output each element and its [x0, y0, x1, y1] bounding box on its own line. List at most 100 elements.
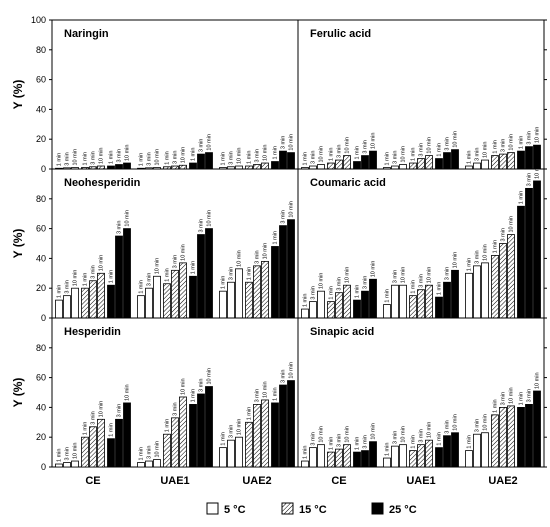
x-group-label: UAE2	[488, 475, 517, 487]
bar	[435, 447, 443, 468]
bar-time-label: 1 min	[437, 143, 443, 156]
bar	[481, 432, 489, 468]
bar-time-label: 10 min	[73, 149, 79, 166]
bar-time-label: 1 min	[165, 419, 171, 432]
bar-time-label: 3 min	[281, 370, 287, 383]
bar-time-label: 1 min	[273, 146, 279, 159]
bar-time-label: 10 min	[237, 148, 243, 165]
bar	[137, 295, 145, 319]
bar	[55, 463, 63, 468]
bar	[391, 284, 399, 319]
bar-time-label: 10 min	[155, 258, 161, 275]
bar	[107, 438, 115, 468]
bar-time-label: 1 min	[83, 273, 89, 286]
bar-time-label: 3 min	[419, 429, 425, 442]
bar	[123, 228, 131, 319]
bar-time-label: 1 min	[519, 392, 525, 405]
bar-time-label: 3 min	[255, 250, 261, 263]
bar-time-label: 1 min	[109, 270, 115, 283]
bar-time-label: 3 min	[117, 221, 123, 234]
bar-time-label: 10 min	[125, 210, 131, 227]
bar	[171, 417, 179, 468]
bar	[235, 268, 243, 319]
bar	[343, 284, 351, 319]
bar	[63, 462, 71, 468]
bar	[219, 290, 227, 319]
bar-time-label: 3 min	[117, 404, 123, 417]
bar-time-label: 1 min	[83, 152, 89, 165]
y-tick-label: 80	[36, 194, 46, 204]
bar-time-label: 1 min	[303, 294, 309, 307]
legend-swatch	[206, 502, 219, 515]
bar-time-label: 1 min	[411, 148, 417, 161]
bar-time-label: 1 min	[57, 285, 63, 298]
bar	[271, 161, 279, 170]
bar-time-label: 3 min	[65, 280, 71, 293]
bar	[507, 405, 515, 468]
bar	[425, 284, 433, 319]
bar-time-label: 1 min	[139, 280, 145, 293]
bar-time-label: 3 min	[91, 265, 97, 278]
bar-time-label: 10 min	[401, 267, 407, 284]
bar-time-label: 3 min	[393, 270, 399, 283]
bar	[517, 205, 525, 319]
bar	[451, 432, 459, 468]
bar-time-label: 3 min	[501, 228, 507, 241]
bar	[227, 281, 235, 319]
panel-title: Ferulic acid	[310, 28, 371, 40]
bar-time-label: 1 min	[411, 280, 417, 293]
bar-time-label: 3 min	[173, 151, 179, 164]
bar-time-label: 3 min	[65, 447, 71, 460]
bar-time-label: 1 min	[303, 446, 309, 459]
bar	[499, 153, 507, 170]
bar	[287, 152, 295, 170]
bar	[425, 155, 433, 170]
bar-time-label: 1 min	[221, 152, 227, 165]
bar-time-label: 10 min	[99, 148, 105, 165]
bar-time-label: 3 min	[501, 392, 507, 405]
bar-time-label: 1 min	[273, 387, 279, 400]
bar-time-label: 1 min	[329, 437, 335, 450]
bar	[481, 262, 489, 319]
bar-time-label: 10 min	[237, 250, 243, 267]
bar	[383, 304, 391, 319]
y-tick-label: 0	[41, 313, 46, 323]
panel-title: Coumaric acid	[310, 177, 386, 189]
bar-time-label: 3 min	[311, 151, 317, 164]
bar	[517, 406, 525, 468]
bar-time-label: 10 min	[453, 252, 459, 269]
bar	[253, 164, 261, 170]
bar	[137, 462, 145, 468]
bar-time-label: 1 min	[493, 240, 499, 253]
bar-time-label: 3 min	[173, 402, 179, 415]
bar-time-label: 10 min	[289, 201, 295, 218]
bar-time-label: 3 min	[393, 431, 399, 444]
bar	[369, 278, 377, 319]
bar-time-label: 10 min	[99, 401, 105, 418]
bar	[327, 301, 335, 319]
bar-time-label: 1 min	[165, 151, 171, 164]
bar-time-label: 3 min	[91, 411, 97, 424]
bar	[353, 161, 361, 170]
bar-time-label: 1 min	[247, 407, 253, 420]
x-group-label: CE	[85, 475, 100, 487]
bar-time-label: 10 min	[181, 244, 187, 261]
bar	[271, 246, 279, 319]
bar-time-label: 3 min	[475, 148, 481, 161]
bar	[491, 414, 499, 468]
bar	[81, 287, 89, 319]
panel-title: Neohesperidin	[64, 177, 141, 189]
bar-time-label: 3 min	[311, 286, 317, 299]
bar	[235, 436, 243, 468]
bar-time-label: 10 min	[155, 149, 161, 166]
bar-time-label: 1 min	[273, 231, 279, 244]
bar	[219, 447, 227, 468]
bar	[435, 158, 443, 170]
bar	[261, 399, 269, 468]
y-tick-label: 20	[36, 283, 46, 293]
bar	[317, 444, 325, 468]
bar-time-label: 1 min	[109, 151, 115, 164]
y-tick-label: 80	[36, 343, 46, 353]
y-tick-label: 40	[36, 402, 46, 412]
bar-time-label: 3 min	[65, 152, 71, 165]
